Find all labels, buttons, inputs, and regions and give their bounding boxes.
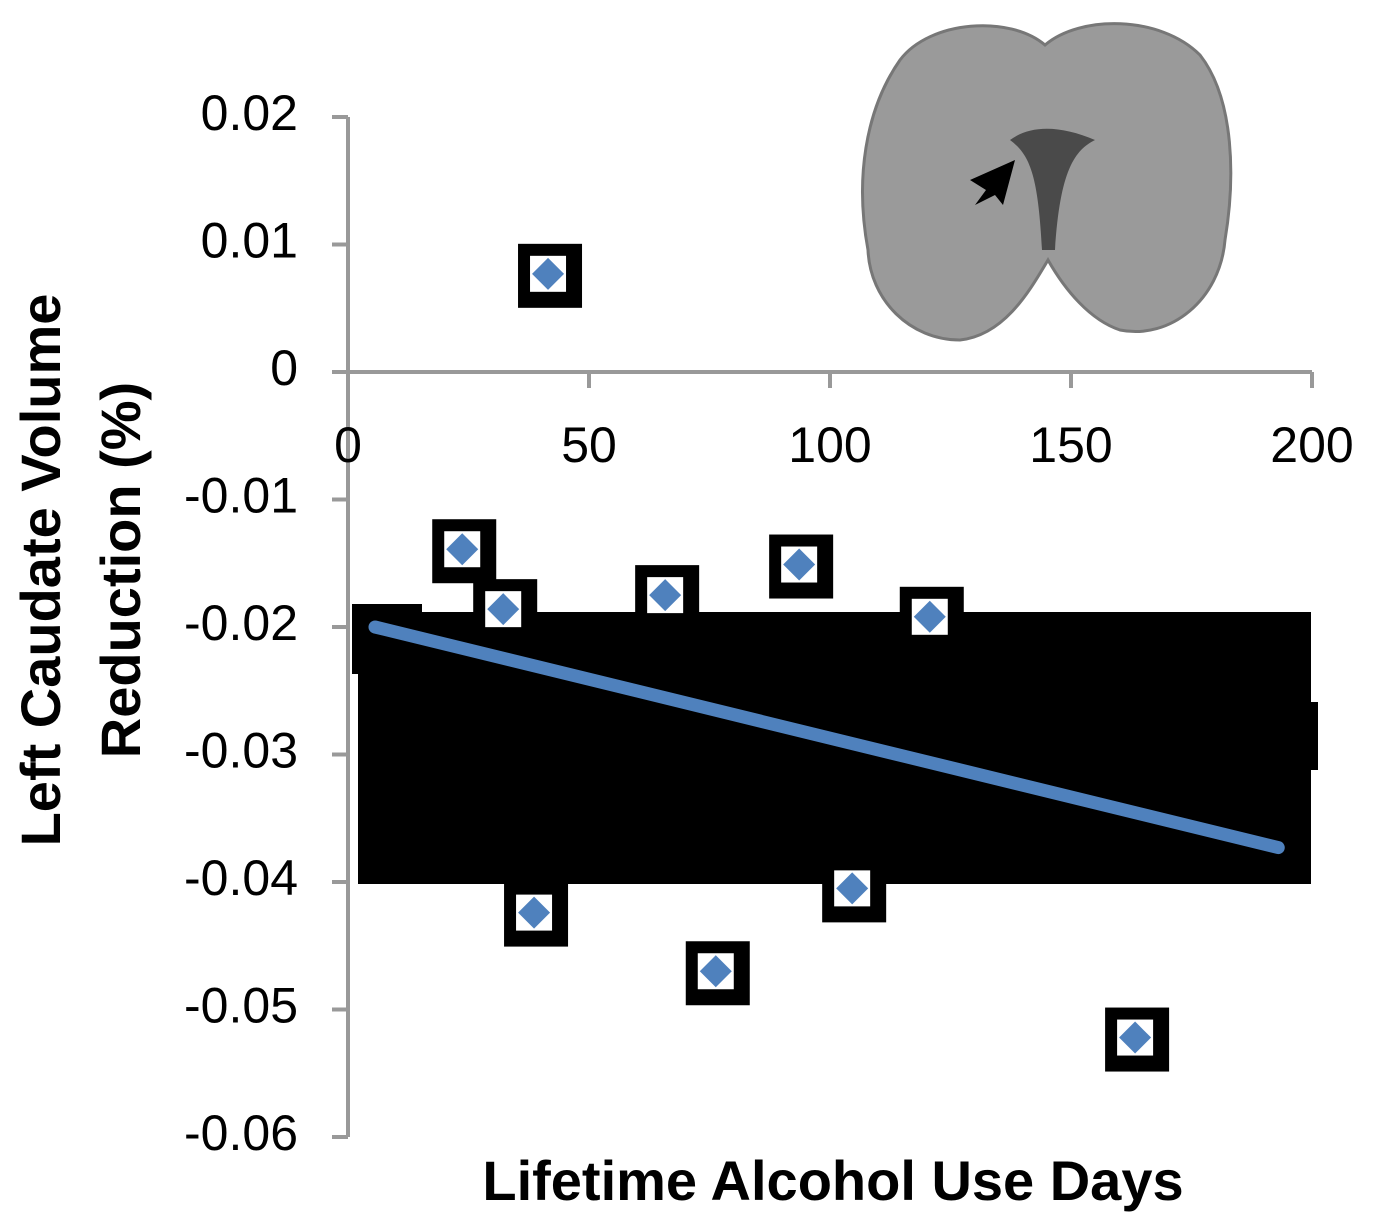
x-tick-label: 50 [561, 417, 617, 473]
y-axis-title-line: Reduction (%) [89, 382, 152, 758]
occlusion [1270, 702, 1318, 770]
y-tick-label: -0.06 [184, 1105, 298, 1161]
brain-inset [863, 24, 1231, 340]
x-axis-title: Lifetime Alcohol Use Days [482, 1149, 1183, 1212]
y-tick-label: -0.04 [184, 850, 298, 906]
y-tick-label: 0.01 [201, 213, 298, 269]
x-tick-label: 150 [1029, 417, 1112, 473]
y-axis-title: Left Caudate Volume Reduction (%) [9, 294, 152, 847]
y-tick-label: -0.05 [184, 978, 298, 1034]
y-tick-label: 0 [270, 340, 298, 396]
y-tick-label: -0.01 [184, 468, 298, 524]
y-tick-label: 0.02 [201, 85, 298, 141]
y-tick-label: -0.02 [184, 595, 298, 651]
y-tick-label: -0.03 [184, 723, 298, 779]
x-tick-label: 200 [1270, 417, 1353, 473]
y-axis-title-line: Left Caudate Volume [9, 294, 72, 847]
x-tick-label: 100 [788, 417, 871, 473]
x-tick-label: 0 [334, 417, 362, 473]
chart: Lifetime Alcohol Use Days Left Caudate V… [0, 0, 1380, 1220]
